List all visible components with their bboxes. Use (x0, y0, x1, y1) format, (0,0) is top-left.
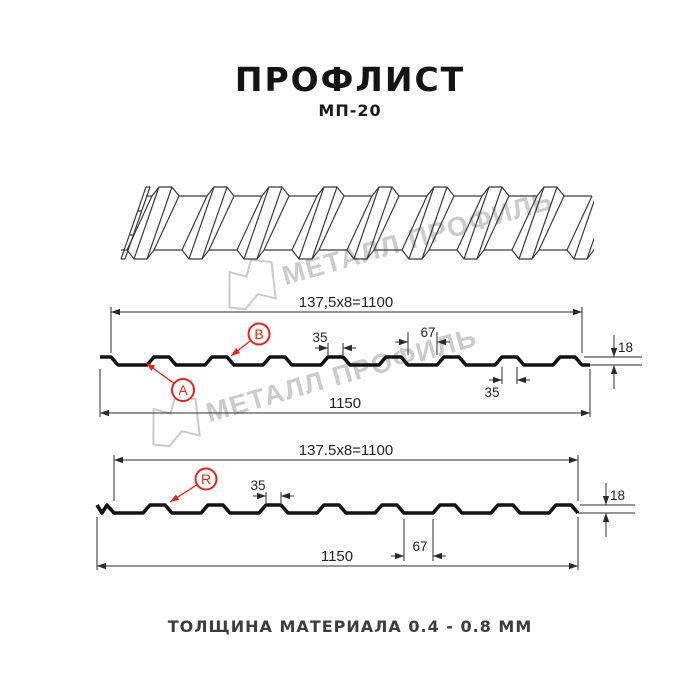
sheet-rib-line (428, 195, 455, 251)
watermark-text: МЕТАЛЛ ПРОФИЛЬ (203, 322, 481, 428)
sheet-rib-line (373, 195, 400, 251)
sheet-rib-line (483, 195, 510, 251)
sheet-rib-line (586, 237, 594, 260)
sheet-rib-line (133, 186, 160, 260)
callout-circle (194, 467, 218, 491)
sheet-cut-hatch (130, 210, 142, 236)
dimension-label: 1150 (329, 395, 361, 412)
sheet-rib-line (573, 199, 594, 260)
arrowhead (399, 338, 408, 346)
sheet-rib-line (538, 195, 565, 251)
sheet-rib-line (518, 186, 545, 260)
arrowhead (581, 409, 590, 417)
sheet-top-edge (146, 186, 592, 197)
sheet-rib-line (291, 195, 318, 251)
sheet-rib-line (456, 195, 483, 251)
cross-section-top: 137,5x8=1100 1150 35 67 18 35 A B (99, 294, 642, 417)
profile-outline (95, 503, 580, 515)
arrowhead (395, 552, 404, 560)
sheet-rib-line (531, 186, 558, 260)
arrowhead (433, 552, 442, 560)
callout-circle (247, 322, 271, 346)
dimension-label: 35 (250, 478, 265, 493)
sheet-rib-line (318, 195, 345, 251)
arrowhead (610, 365, 618, 374)
dimension-label: 137,5x8=1100 (299, 294, 393, 311)
sheet-rib-line (476, 186, 503, 260)
sheet-rib-line (201, 186, 228, 260)
page-subtitle: МП-20 (318, 101, 381, 120)
material-thickness-note: ТОЛЩИНА МАТЕРИАЛА 0.4 - 0.8 ММ (168, 617, 533, 636)
sheet-rib-line (421, 186, 448, 260)
sheet-rib-line (263, 195, 290, 251)
arrowhead (610, 348, 618, 357)
callout-letter: B (254, 326, 263, 342)
callout-circle (171, 378, 195, 402)
callout-letter: A (178, 382, 188, 398)
sheet-rib-line (401, 195, 428, 251)
metall-profil-logo-icon (152, 395, 201, 448)
arrowhead (319, 344, 328, 352)
sheet-rib-line (463, 186, 490, 260)
arrowhead (281, 492, 290, 500)
callout-letter: R (201, 471, 211, 487)
arrowhead (231, 347, 241, 356)
arrowhead (602, 513, 610, 522)
dimension-label: 137.5x8=1100 (299, 442, 393, 459)
dimension-label: 35 (484, 385, 499, 400)
arrowhead (517, 376, 526, 384)
sheet-rib-line (566, 195, 593, 251)
arrowhead (170, 494, 180, 502)
sheet-rib-line (208, 195, 235, 251)
arrowhead (437, 338, 446, 346)
dimension-label: 18 (610, 488, 625, 503)
sheet-rib-line (146, 186, 173, 260)
sheet-rib-line (311, 186, 338, 260)
sheet-rib-line (353, 186, 380, 260)
sheet-rib-line (593, 248, 594, 250)
watermark-text: МЕТАЛЛ ПРОФИЛЬ (279, 185, 557, 291)
dimension-label: 67 (420, 325, 435, 340)
sheet-rib-line (181, 195, 208, 251)
dimension-label: 18 (618, 340, 633, 355)
sheet-rib-line (243, 186, 270, 260)
sheet-3d-view (120, 186, 594, 260)
arrowhead (114, 456, 123, 464)
arrowhead (111, 308, 120, 316)
arrowhead (257, 492, 266, 500)
arrowhead (569, 456, 578, 464)
page-title: ПРОФЛИСТ (235, 60, 465, 99)
sheet-rib-line (298, 186, 325, 260)
dimension-label: 1150 (321, 548, 353, 565)
arrowhead (573, 308, 582, 316)
sheet-rib-line (236, 195, 263, 251)
metall-profil-logo-icon (228, 258, 277, 311)
arrowhead (97, 562, 106, 570)
arrowhead (100, 409, 109, 417)
arrowhead (569, 562, 578, 570)
arrowhead (343, 344, 352, 352)
arrowhead (602, 496, 610, 505)
sheet-cut-edge (120, 186, 151, 260)
sheet-rib-line (408, 186, 435, 260)
cross-section-bottom: 137.5x8=1100 1150 35 67 18 R (95, 442, 635, 570)
sheet-rib-line (188, 186, 215, 260)
arrowhead (146, 363, 156, 371)
arrowhead (493, 376, 502, 384)
sheet-rib-line (346, 195, 373, 251)
dimension-label: 67 (412, 539, 427, 554)
sheet-rib-line (153, 195, 180, 251)
sheet-rib-line (511, 195, 538, 251)
dimension-label: 35 (312, 330, 327, 345)
profile-outline (100, 355, 590, 367)
sheet-rib-line (256, 186, 283, 260)
sheet-rib-line (366, 186, 393, 260)
